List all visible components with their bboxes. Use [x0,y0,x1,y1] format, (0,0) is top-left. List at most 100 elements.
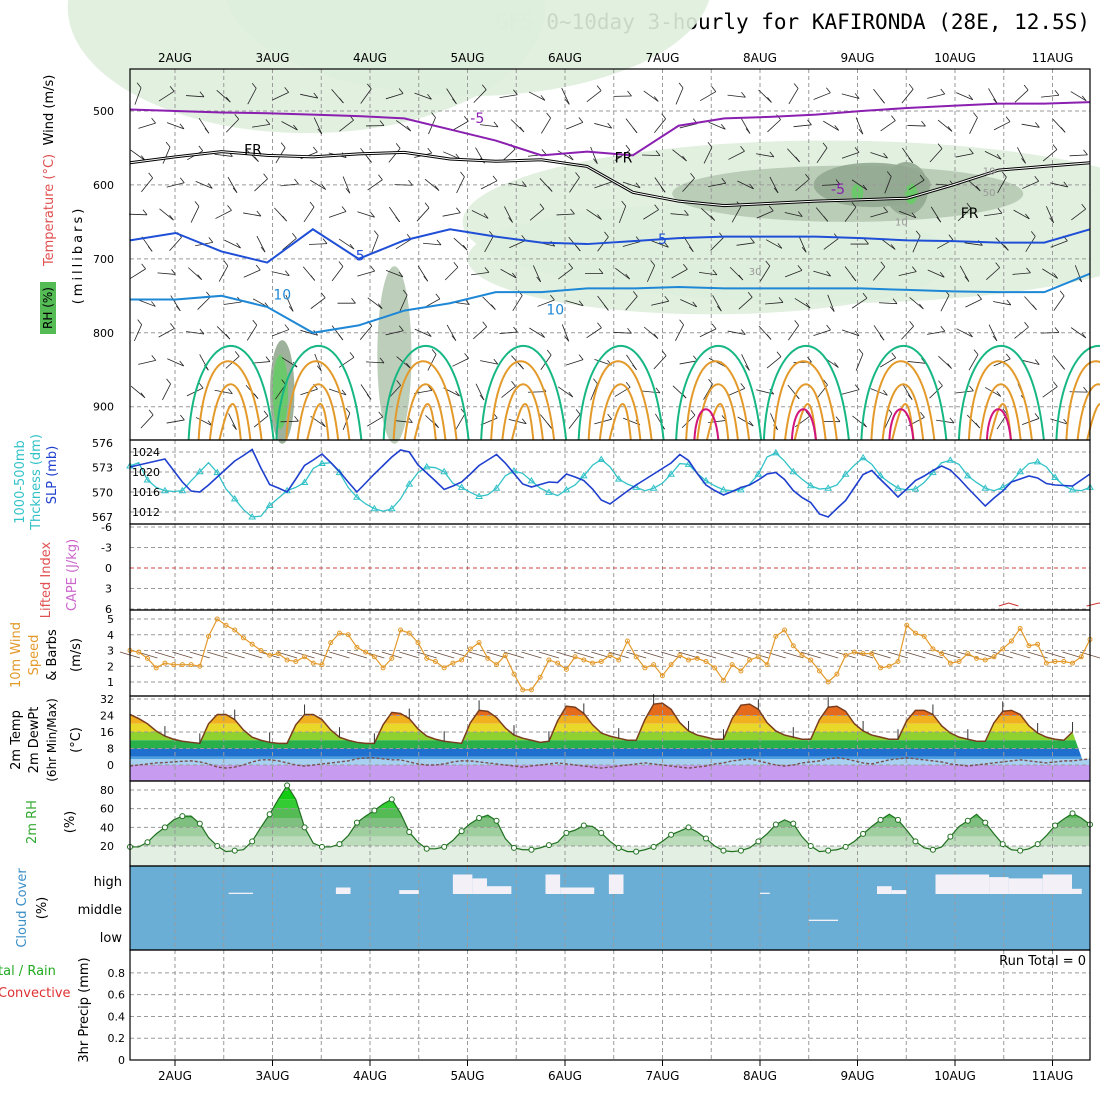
wind-barb-flag [911,212,917,218]
wind-speed-marker [677,652,683,658]
wind-barb-flag [777,243,783,249]
cloud-gap [608,874,624,894]
wind-barb-flag [749,183,754,190]
wind-barb-flag [740,383,746,389]
wind-barb [385,93,404,100]
wind-barb-flag [854,93,860,99]
wind-speed-marker [467,646,473,652]
wind-speed-marker [354,644,360,650]
rh-marker [895,816,901,823]
wind-speed-marker [843,652,849,658]
wind-barb [159,208,174,221]
wind-barb [328,388,347,396]
wind-barb [765,239,783,249]
wind-barb-flag [968,94,974,100]
wind-barb-flag [654,204,659,210]
wind-speed-marker [930,646,936,652]
wind-barb [728,150,745,160]
wind-barb-flag [521,418,527,424]
wind-barb [1074,265,1083,283]
wind-barb-flag [766,334,772,340]
wind-barb-flag [313,92,319,99]
wind-barb-flag [1034,359,1040,365]
wind-barb [1069,154,1088,157]
rh-marker [161,824,168,831]
wind-barb-flag [921,120,926,127]
wind-barb-flag [398,88,404,94]
isotherm-warm [598,383,642,441]
wind-barb-flag [452,98,457,104]
wind-speed-marker [459,657,465,663]
wind-barb-flag [797,211,803,217]
isotherm-warm [285,360,351,441]
thickness-marker [876,471,885,479]
wind-barb [738,296,753,310]
wind-barb-flag [1083,386,1088,393]
wind-barb-flag [1053,273,1058,279]
wind-speed-marker [886,663,892,669]
wind-barb-flag [765,260,771,267]
wind-barb [769,176,779,194]
wind-barb [166,122,185,130]
wind-speed-marker [668,662,674,668]
wind-barb-flag [140,392,146,398]
wind-barb-flag [252,319,258,326]
wind-barb [675,87,684,105]
rh-band [130,827,1090,837]
wind-barb-flag [862,184,868,191]
rh-marker [214,843,221,849]
wind-barb-10m [451,651,472,659]
wind-barb-flag [826,324,831,331]
wind-barb [988,324,998,342]
wind-barb [130,385,146,399]
precip-tick-label: 0 [118,1054,125,1067]
wind-barb-flag [436,239,442,246]
cloud-gap [935,874,990,894]
wind-barb-flag [969,385,974,392]
wind-barb [708,357,726,367]
wind-speed-marker [1070,660,1076,666]
wind-barb [727,94,746,98]
day-label-top: 5AUG [451,51,485,65]
wind-barb-flag [653,96,659,102]
wind-barb [512,295,523,312]
wind-barb [1045,206,1055,223]
wind-barb [475,383,485,401]
wind-barb-flag [431,349,437,355]
thickness-marker [161,486,169,494]
thickness-marker [562,485,571,493]
wind-barb-flag [175,305,181,312]
wind-barb [955,153,974,158]
thickness-marker [824,484,833,491]
wind-speed-marker [188,662,194,668]
wind-barb-flag [632,127,638,134]
contour-label: FR [244,143,262,159]
wind-speed-marker [520,687,526,693]
wind-barb-flag [851,202,857,208]
rh-marker [999,841,1006,848]
isotherm-15 [187,345,275,441]
wind-barb [788,325,799,341]
wind-barb-flag [778,297,784,303]
wind-barb-10m [1010,651,1031,659]
wind-barb [878,302,898,305]
wind-barb [282,237,297,251]
wind-barb-flag [829,306,835,312]
wind-barb [1021,123,1040,128]
wind-barb [823,238,839,250]
wind-barb-flag [607,122,613,129]
wind-barb-flag [880,261,886,267]
wind-barb-flag [345,407,351,414]
wind-barb [653,355,667,370]
wind-barb [537,299,555,307]
wind-speed-marker [494,662,500,668]
wind-barb [597,236,609,252]
wind-barb-flag [690,172,695,179]
wind-barb [367,416,383,427]
wind-barb-flag [711,86,717,92]
wind-barb [360,88,372,104]
wind-barb-flag [992,335,998,342]
wind-barb [908,179,925,191]
wind-barb-flag [891,115,896,121]
wind-barb [162,383,171,401]
